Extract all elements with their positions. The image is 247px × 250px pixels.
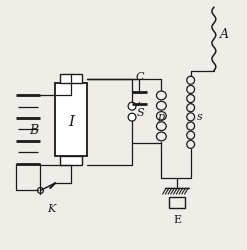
Text: S: S [136, 107, 144, 117]
Text: B: B [29, 124, 39, 136]
Text: K: K [47, 203, 56, 213]
Text: p: p [157, 112, 164, 122]
Bar [60, 75, 82, 84]
Bar [169, 197, 185, 208]
Text: I: I [68, 114, 74, 128]
Text: C: C [135, 71, 144, 81]
Text: s: s [197, 112, 203, 122]
Text: E: E [173, 214, 181, 224]
Circle shape [38, 188, 43, 194]
Circle shape [128, 103, 136, 111]
Circle shape [128, 114, 136, 122]
Bar [55, 84, 87, 156]
Bar [60, 156, 82, 165]
Text: A: A [220, 28, 229, 41]
